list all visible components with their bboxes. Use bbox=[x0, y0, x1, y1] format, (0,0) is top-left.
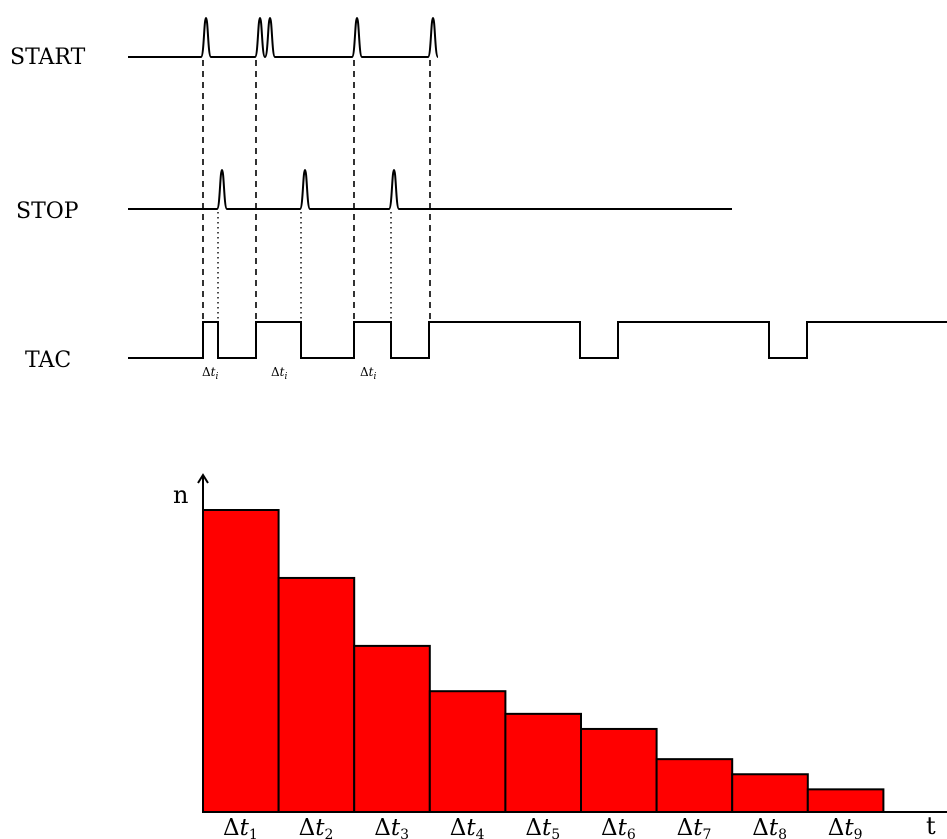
stop-signal-label: STOP bbox=[16, 199, 79, 224]
histogram-y-axis-label: n bbox=[173, 481, 188, 509]
histogram-bar-8 bbox=[731, 773, 809, 813]
histogram-bar-1 bbox=[202, 509, 280, 813]
histogram-bin-label-5: Δt5 bbox=[525, 815, 560, 839]
histogram-bar-2 bbox=[277, 576, 356, 814]
tac-waveform bbox=[128, 321, 947, 359]
histogram-bin-label-1: Δt1 bbox=[223, 815, 258, 839]
start-waveform bbox=[128, 16, 439, 59]
histogram-bar-9 bbox=[806, 788, 885, 813]
stop-waveform bbox=[128, 168, 732, 210]
tac-interval-label-2: Δti bbox=[271, 365, 288, 382]
histogram-bin-label-3: Δt3 bbox=[374, 815, 409, 839]
histogram-bin-label-9: Δt9 bbox=[828, 815, 863, 839]
histogram-bin-label-4: Δt4 bbox=[450, 815, 485, 839]
tac-interval-label-3: Δti bbox=[360, 365, 377, 382]
histogram-bars bbox=[202, 509, 885, 814]
histogram-bar-5 bbox=[504, 712, 582, 813]
tac-interval-label-1: Δti bbox=[202, 365, 219, 382]
histogram-bar-7 bbox=[655, 758, 734, 814]
histogram-x-axis-label: t bbox=[926, 812, 936, 839]
y-axis-arrowhead bbox=[197, 473, 209, 484]
histogram-bin-label-6: Δt6 bbox=[601, 815, 636, 839]
tac-signal-label: TAC bbox=[25, 348, 71, 373]
start-signal-label: START bbox=[10, 45, 86, 70]
histogram-bar-4 bbox=[428, 690, 507, 814]
histogram-bin-labels: Δt1 Δt2 Δt3 Δt4 Δt5 Δt6 Δt7 Δt8 Δt9 bbox=[223, 815, 863, 839]
histogram-bar-3 bbox=[353, 644, 431, 814]
histogram-bin-label-2: Δt2 bbox=[299, 815, 334, 839]
histogram-bin-label-8: Δt8 bbox=[752, 815, 787, 839]
histogram-bar-6 bbox=[580, 727, 658, 814]
histogram-bin-label-7: Δt7 bbox=[677, 815, 712, 839]
